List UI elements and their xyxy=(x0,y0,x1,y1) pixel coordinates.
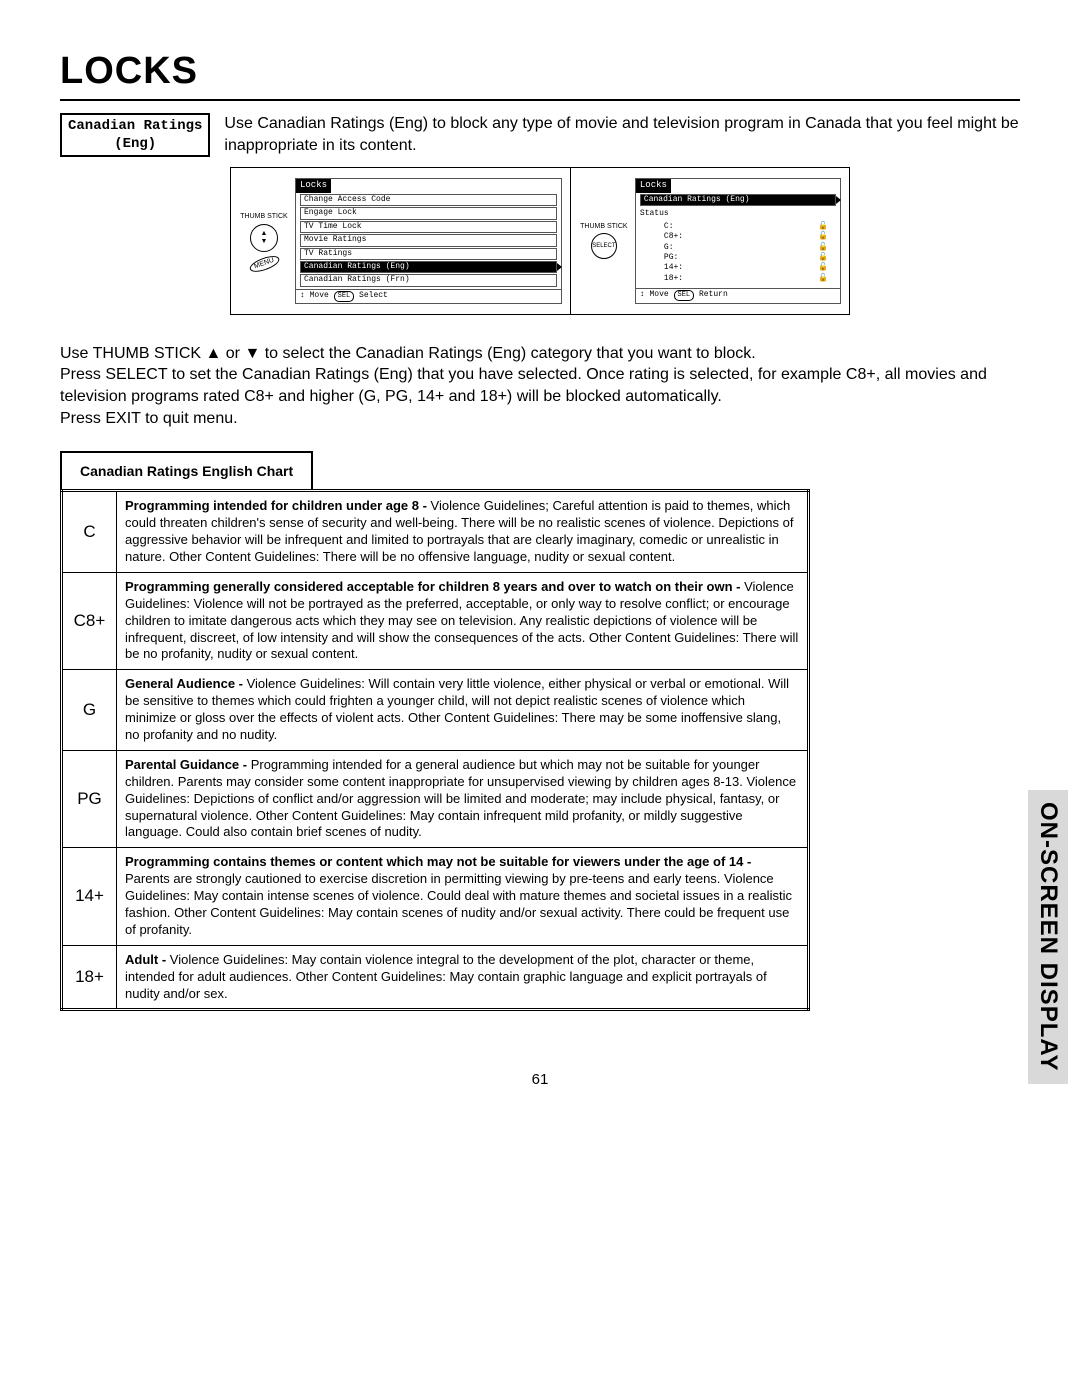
status-key: G: xyxy=(664,243,674,253)
osd-menu-item: TV Ratings xyxy=(300,248,557,260)
footer-select: Select xyxy=(359,291,388,300)
sel-pill-2: SEL xyxy=(674,290,695,301)
arrow-icon xyxy=(836,196,841,204)
rating-desc: Parental Guidance - Programming intended… xyxy=(117,750,809,847)
osd-menu-item: Canadian Ratings (Frn) xyxy=(300,274,557,286)
sel-pill: SEL xyxy=(334,291,355,302)
osd-menu-item: Change Access Code xyxy=(300,194,557,206)
rating-code: 18+ xyxy=(62,945,117,1010)
osd-menu-item: Engage Lock xyxy=(300,207,557,219)
section-label-l1: Canadian Ratings xyxy=(68,117,202,135)
table-row: PGParental Guidance - Programming intend… xyxy=(62,750,809,847)
rating-code: C8+ xyxy=(62,572,117,669)
status-row: C8+: 🔓 xyxy=(636,232,840,242)
menu-tag: MENU xyxy=(248,253,281,274)
rating-code: PG xyxy=(62,750,117,847)
lock-icon: 🔓 xyxy=(818,274,828,284)
lock-icon: 🔓 xyxy=(818,232,828,242)
osd-status-title: Locks xyxy=(636,179,671,193)
ratings-table: CProgramming intended for children under… xyxy=(60,489,810,1011)
diagrams-row: THUMB STICK ▲▼ MENU Locks Change Access … xyxy=(230,167,850,315)
instructions: Use THUMB STICK ▲ or ▼ to select the Can… xyxy=(60,343,1020,429)
table-row: GGeneral Audience - Violence Guidelines:… xyxy=(62,670,809,751)
top-row: Canadian Ratings (Eng) Use Canadian Rati… xyxy=(60,113,1020,157)
rating-desc: General Audience - Violence Guidelines: … xyxy=(117,670,809,751)
osd-menu-item: TV Time Lock xyxy=(300,221,557,233)
rating-desc: Programming intended for children under … xyxy=(117,491,809,573)
select-icon: SELECT xyxy=(591,233,617,259)
status-key: C8+: xyxy=(664,232,683,242)
remote-thumb: THUMB STICK ▲▼ MENU xyxy=(239,178,289,304)
status-key: 18+: xyxy=(664,274,683,284)
osd-menu-footer: ↕ Move SEL Select xyxy=(296,289,561,303)
status-row: C: 🔓 xyxy=(636,222,840,232)
osd-status: Locks Canadian Ratings (Eng) Status C:🔓C… xyxy=(635,178,841,304)
osd-status-subtitle: Canadian Ratings (Eng) xyxy=(640,194,836,206)
diagram-right: THUMB STICK SELECT Locks Canadian Rating… xyxy=(571,168,849,314)
status-row: G: 🔓 xyxy=(636,243,840,253)
rating-code: C xyxy=(62,491,117,573)
table-row: 14+Programming contains themes or conten… xyxy=(62,848,809,945)
section-label-l2: (Eng) xyxy=(68,135,202,153)
diagram-left: THUMB STICK ▲▼ MENU Locks Change Access … xyxy=(231,168,571,314)
intro-text: Use Canadian Ratings (Eng) to block any … xyxy=(224,113,1020,156)
rating-desc: Programming generally considered accepta… xyxy=(117,572,809,669)
rating-code: 14+ xyxy=(62,848,117,945)
status-subtitle: Canadian Ratings (Eng) xyxy=(644,195,750,204)
side-label: ON-SCREEN DISPLAY xyxy=(1028,790,1068,1084)
title-rule xyxy=(60,99,1020,101)
status-key: 14+: xyxy=(664,263,683,273)
table-row: CProgramming intended for children under… xyxy=(62,491,809,573)
status-key: C: xyxy=(664,222,674,232)
inst-p2: Press SELECT to set the Canadian Ratings… xyxy=(60,364,1020,407)
page-title: LOCKS xyxy=(60,50,1020,93)
table-row: 18+Adult - Violence Guidelines: May cont… xyxy=(62,945,809,1010)
osd-menu-item: Canadian Ratings (Eng) xyxy=(300,261,557,273)
osd-menu: Locks Change Access CodeEngage Lock TV Ti… xyxy=(295,178,562,304)
status-row: 18+: 🔓 xyxy=(636,274,840,284)
inst-p3: Press EXIT to quit menu. xyxy=(60,408,1020,430)
lock-icon: 🔓 xyxy=(818,263,828,273)
thumb-label-2: THUMB STICK xyxy=(580,223,627,231)
thumb-label: THUMB STICK xyxy=(240,213,287,221)
table-row: C8+Programming generally considered acce… xyxy=(62,572,809,669)
rating-code: G xyxy=(62,670,117,751)
chart-label: Canadian Ratings English Chart xyxy=(60,451,313,489)
lock-icon: 🔓 xyxy=(818,253,828,263)
lock-icon: 🔓 xyxy=(818,243,828,253)
remote-select: THUMB STICK SELECT xyxy=(579,178,629,304)
rating-desc: Programming contains themes or content w… xyxy=(117,848,809,945)
status-row: 14+: 🔓 xyxy=(636,263,840,273)
osd-menu-item: Movie Ratings xyxy=(300,234,557,246)
rating-desc: Adult - Violence Guidelines: May contain… xyxy=(117,945,809,1010)
thumbstick-icon: ▲▼ xyxy=(250,224,278,252)
footer-move-2: Move xyxy=(650,290,669,299)
lock-icon: 🔓 xyxy=(818,222,828,232)
footer-move: Move xyxy=(310,291,329,300)
status-row: PG: 🔓 xyxy=(636,253,840,263)
page-number: 61 xyxy=(60,1071,1020,1088)
section-label-box: Canadian Ratings (Eng) xyxy=(60,113,210,157)
status-key: PG: xyxy=(664,253,678,263)
status-label: Status xyxy=(636,207,840,221)
inst-p1: Use THUMB STICK ▲ or ▼ to select the Can… xyxy=(60,343,1020,365)
osd-status-footer: ↕ Move SEL Return xyxy=(636,288,840,302)
osd-menu-title: Locks xyxy=(296,179,331,193)
arrow-icon xyxy=(557,263,562,271)
footer-return: Return xyxy=(699,290,728,299)
